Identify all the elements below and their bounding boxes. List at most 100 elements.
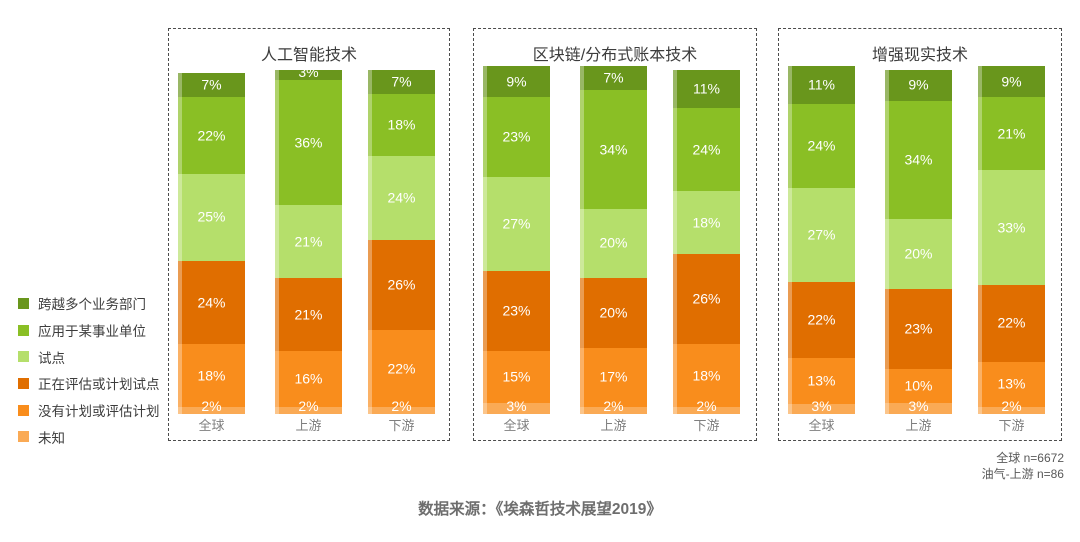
- bar-segment: 15%: [483, 351, 550, 404]
- panel-ar-technology: 11% 24% 27% 22% 13% 3% 全球 9% 34% 20% 23% 10% 3% 上游 9% 2…: [778, 28, 1062, 441]
- bar-segment: 27%: [483, 177, 550, 272]
- segment-value-label: 22%: [387, 360, 416, 377]
- x-axis-label: 全球: [808, 418, 835, 433]
- bar-segment: 17%: [580, 347, 647, 407]
- legend-item-label: 正在评估或计划试点: [38, 377, 160, 393]
- segment-value-label: 2%: [1001, 397, 1022, 414]
- segment-value-label: 25%: [197, 208, 226, 225]
- bar-segment: 7%: [178, 73, 245, 98]
- plot-area-ai: 7% 22% 25% 24% 18% 2% 全球 3% 36% 21% 21% 16% 2% 上游 7% 18…: [169, 29, 449, 440]
- stacked-bar-下游: 11% 24% 18% 26% 18% 2%: [673, 69, 740, 415]
- bar-segment: 18%: [673, 191, 740, 254]
- bar-segment: 22%: [978, 285, 1045, 362]
- legend-item: 未知: [18, 423, 160, 450]
- segment-value-label: 11%: [693, 80, 720, 97]
- segment-value-label: 2%: [603, 398, 624, 414]
- bar-segment: 13%: [788, 358, 855, 404]
- segment-value-label: 7%: [391, 73, 412, 90]
- bar-segment: 2%: [673, 398, 740, 414]
- segment-value-label: 9%: [1001, 73, 1022, 90]
- plot-area-ar: 11% 24% 27% 22% 13% 3% 全球 9% 34% 20% 23% 10% 3% 上游 9% 2…: [779, 29, 1061, 440]
- x-axis-label: 上游: [600, 418, 627, 433]
- bar-segment: 3%: [788, 398, 855, 414]
- segment-value-label: 27%: [807, 226, 836, 243]
- bar-segment: 9%: [885, 69, 952, 101]
- stacked-bar-全球: 7% 22% 25% 24% 18% 2%: [178, 73, 245, 415]
- bar-segment: 23%: [483, 271, 550, 352]
- stacked-bar-上游: 9% 34% 20% 23% 10% 3%: [885, 69, 952, 415]
- bar-segment: 7%: [368, 69, 435, 94]
- stacked-bar-上游: 7% 34% 20% 20% 17% 2%: [580, 66, 647, 414]
- legend-item: 应用于某事业单位: [18, 317, 160, 344]
- bar-segment: 11%: [788, 66, 855, 105]
- segment-value-label: 24%: [387, 189, 416, 206]
- stacked-bar-下游: 7% 18% 24% 26% 22% 2%: [368, 69, 435, 415]
- stacked-bar-上游: 3% 36% 21% 21% 16% 2%: [275, 64, 342, 414]
- segment-value-label: 10%: [904, 377, 933, 394]
- x-axis-label: 下游: [998, 418, 1025, 433]
- segment-value-label: 18%: [197, 367, 226, 384]
- segment-value-label: 21%: [294, 233, 323, 250]
- segment-value-label: 20%: [599, 304, 628, 321]
- bar-segment: 9%: [978, 66, 1045, 98]
- bar-segment: 20%: [580, 208, 647, 279]
- segment-value-label: 16%: [294, 370, 323, 387]
- segment-value-label: 24%: [692, 141, 721, 158]
- segment-value-label: 3%: [811, 397, 832, 414]
- segment-value-label: 15%: [502, 368, 531, 385]
- segment-value-label: 20%: [904, 245, 933, 262]
- legend-item-label: 应用于某事业单位: [38, 324, 146, 340]
- segment-value-label: 22%: [997, 314, 1026, 331]
- segment-value-label: 27%: [502, 215, 531, 232]
- bar-segment: 21%: [275, 278, 342, 352]
- legend-item: 没有计划或评估计划: [18, 397, 160, 424]
- bar-segment: 26%: [673, 253, 740, 345]
- legend-item: 正在评估或计划试点: [18, 370, 160, 397]
- bar-segment: 25%: [178, 173, 245, 261]
- bar-segment: 23%: [483, 97, 550, 178]
- segment-value-label: 18%: [692, 367, 721, 384]
- segment-value-label: 11%: [808, 76, 835, 93]
- segment-value-label: 24%: [807, 137, 836, 154]
- segment-value-label: 22%: [197, 127, 226, 144]
- stacked-bar-下游: 9% 21% 33% 22% 13% 2%: [978, 66, 1045, 414]
- segment-value-label: 22%: [807, 311, 836, 328]
- bar-segment: 2%: [275, 399, 342, 414]
- legend-swatch: [18, 351, 29, 363]
- data-source-note: 数据来源：《埃森哲技术展望2019》: [418, 501, 662, 518]
- x-axis-label: 上游: [905, 418, 932, 433]
- bar-segment: 2%: [368, 399, 435, 415]
- segment-value-label: 2%: [696, 397, 717, 414]
- bar-segment: 11%: [673, 69, 740, 108]
- panel-blockchain-technology: 9% 23% 27% 23% 15% 3% 全球 7% 34% 20% 20% 17% 2% 上游 11% 2…: [473, 28, 757, 441]
- bar-segment: 9%: [483, 66, 550, 98]
- segment-value-label: 13%: [997, 375, 1026, 392]
- segment-value-label: 13%: [807, 372, 836, 389]
- panel-title-ar: 增强现实技术: [871, 47, 968, 64]
- bar-segment: 16%: [275, 351, 342, 407]
- bar-segment: 34%: [885, 100, 952, 220]
- segment-value-label: 2%: [298, 398, 319, 414]
- bar-segment: 34%: [580, 90, 647, 209]
- sample-size-global: 全球 n=6672: [996, 451, 1064, 465]
- bar-segment: 2%: [178, 399, 245, 415]
- bar-segment: 2%: [978, 398, 1045, 414]
- segment-value-label: 26%: [692, 290, 721, 307]
- legend-item-label: 未知: [38, 430, 65, 446]
- segment-value-label: 26%: [387, 276, 416, 293]
- segment-value-label: 9%: [506, 73, 527, 90]
- bar-segment: 3%: [483, 398, 550, 414]
- sample-size-upstream: 油气-上游 n=86: [981, 467, 1064, 481]
- bar-segment: 36%: [275, 79, 342, 206]
- legend: 跨越多个业务部门 应用于某事业单位 试点 正在评估或计划试点 没有计划或评估计划…: [18, 290, 160, 450]
- legend-swatch: [18, 297, 29, 309]
- segment-value-label: 3%: [506, 397, 527, 414]
- legend-item: 跨越多个业务部门: [18, 290, 160, 317]
- x-axis-label: 下游: [388, 418, 415, 433]
- segment-value-label: 7%: [201, 76, 222, 93]
- segment-value-label: 23%: [502, 128, 531, 145]
- segment-value-label: 2%: [201, 398, 222, 415]
- segment-value-label: 20%: [599, 234, 628, 251]
- x-axis-label: 全球: [198, 418, 225, 433]
